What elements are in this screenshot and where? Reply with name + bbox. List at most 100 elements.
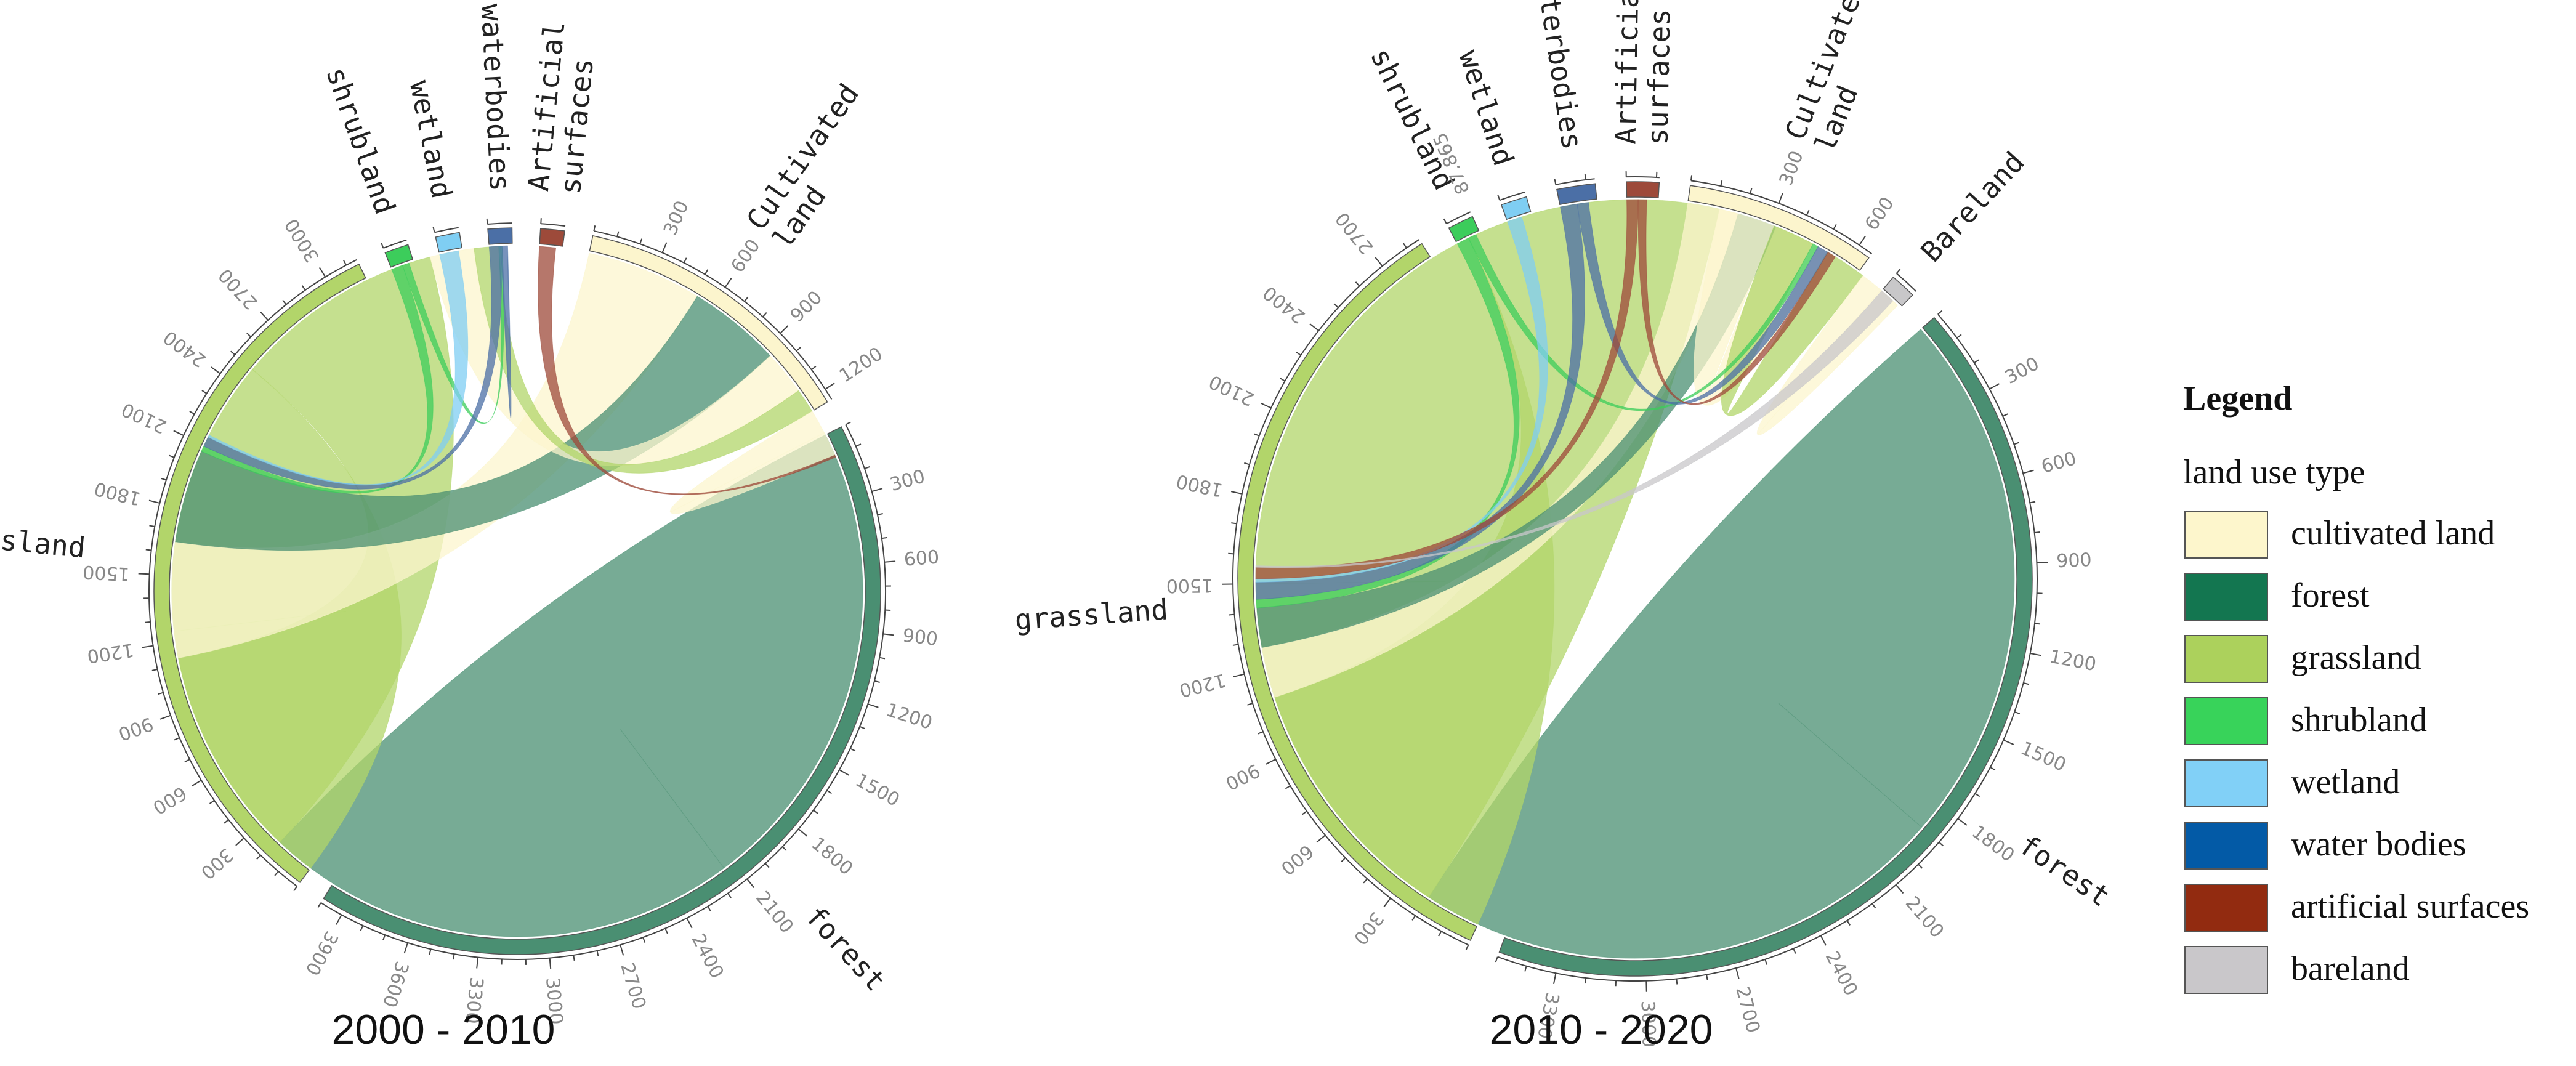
tick-mark: [476, 957, 479, 969]
tick-mark: [746, 878, 755, 889]
chord-shrubland-to-forest: [1256, 237, 1520, 608]
period-title-2000-2010: 2000 - 2010: [332, 1006, 555, 1053]
tick-mark: [573, 955, 575, 961]
tick-mark: [2014, 442, 2020, 445]
tick-label-grassland: 600: [1277, 840, 1317, 879]
legend-swatch: [2184, 511, 2268, 559]
tick-mark: [1233, 673, 1245, 677]
tick-mark: [174, 737, 180, 741]
axis-forest: [320, 424, 887, 960]
tick-label-grassland: 300: [1349, 908, 1388, 949]
tick-label-grassland: 1200: [1177, 669, 1227, 701]
legend-label: forest: [2291, 576, 2370, 615]
segment-arc-artificial: [539, 228, 565, 247]
chord-cultivated-to-cultivated: [670, 411, 836, 514]
legend-label: water bodies: [2291, 825, 2466, 863]
tick-mark: [744, 296, 749, 302]
chord-waterbodies-to-grassland: [1577, 202, 1829, 405]
chord-diagram-2000-2010: 3006009001200Cultivatedland3006009001200…: [0, 3, 940, 1025]
chord-cultivated-to-grassland: [429, 248, 799, 466]
tick-mark: [1584, 174, 1586, 180]
tick-mark: [293, 886, 298, 892]
tick-label-forest: 300: [887, 466, 927, 496]
chord-bareland-to-forest: [1255, 290, 1894, 568]
tick-label-forest: 1200: [2048, 646, 2098, 676]
tick-mark: [1690, 175, 1693, 181]
segment-arc-waterbodies: [487, 227, 513, 245]
tick-mark: [813, 809, 818, 814]
tick-label-grassland: 2400: [1259, 281, 1310, 328]
tick-mark: [1778, 193, 1783, 204]
tick-mark: [1938, 841, 1944, 847]
segment-label-artificial: surfaces: [1641, 9, 1676, 146]
segment-arc-forest: [323, 426, 881, 955]
tick-label-forest: 600: [2039, 448, 2078, 478]
tick-mark: [184, 759, 190, 763]
chord-wetland-to-forest: [208, 250, 469, 486]
tick-label-forest: 600: [903, 546, 940, 570]
segment-arc-forest: [1498, 317, 2033, 977]
segment-arc-grassland: [1237, 243, 1478, 941]
tick-mark: [1244, 462, 1250, 466]
tick-mark: [1411, 915, 1416, 921]
segment-label-artificial: Artificial: [1609, 0, 1645, 145]
legend-swatch: [2184, 697, 2268, 745]
tick-mark: [317, 902, 321, 908]
tick-mark: [429, 949, 432, 955]
tick-mark: [639, 238, 643, 244]
tick-mark: [1495, 956, 1498, 963]
tick-mark: [151, 668, 158, 671]
tick-label-forest: 3600: [378, 959, 413, 1010]
tick-mark: [867, 703, 879, 708]
legend-title: Legend: [2183, 379, 2292, 418]
segment-arc-waterbodies: [1556, 183, 1597, 206]
tick-mark: [864, 466, 870, 469]
tick-label-grassland: 1200: [86, 639, 135, 667]
segment-label-shrubland: shrubland: [320, 63, 402, 219]
tick-label-forest: 3300: [461, 976, 487, 1025]
tick-mark: [453, 953, 455, 960]
tick-mark: [1280, 378, 1286, 382]
segment-arc-grassland: [153, 263, 366, 883]
tick-mark: [796, 347, 801, 352]
tick-mark: [1438, 931, 1442, 937]
tick-label-grassland: 2700: [1331, 208, 1378, 257]
tick-mark: [1552, 973, 1557, 985]
tick-mark: [1363, 878, 1368, 884]
tick-label-grassland: 1500: [83, 561, 131, 584]
tick-label-cultivated: 900: [786, 287, 826, 327]
tick-mark: [1341, 857, 1346, 862]
tick-mark: [874, 680, 880, 683]
tick-mark: [189, 411, 195, 415]
tick-mark: [707, 906, 711, 912]
tick-mark: [683, 257, 687, 264]
tick-mark: [593, 225, 596, 232]
axis-grassland: [148, 259, 357, 887]
tick-mark: [855, 443, 862, 447]
tick-mark: [343, 260, 347, 265]
tick-mark: [486, 218, 488, 225]
segment-label-grassland: grassland: [0, 517, 87, 564]
tick-mark: [2023, 682, 2029, 685]
tick-mark: [336, 915, 342, 925]
tick-mark: [1253, 433, 1260, 437]
tick-label-grassland: 900: [1222, 759, 1263, 794]
tick-mark: [1497, 195, 1501, 201]
tick-label-forest: 1800: [807, 833, 857, 880]
tick-mark: [1554, 179, 1557, 185]
tick-mark: [1285, 785, 1291, 789]
tick-mark: [1871, 903, 1876, 909]
tick-label-forest: 3900: [301, 927, 342, 979]
tick-mark: [382, 934, 386, 940]
chords: [171, 245, 863, 937]
tick-mark: [1443, 218, 1447, 224]
tick-mark: [1720, 180, 1723, 187]
legend-swatch: [2184, 573, 2268, 621]
chord-shrubland-to-forest: [201, 265, 434, 494]
legend-swatch: [2184, 946, 2268, 994]
tick-label-grassland: 2100: [118, 398, 170, 437]
tick-mark: [2034, 531, 2040, 534]
axis-forest: [1497, 313, 2038, 982]
legend-swatch: [2184, 822, 2268, 870]
tick-mark: [1918, 863, 1923, 869]
